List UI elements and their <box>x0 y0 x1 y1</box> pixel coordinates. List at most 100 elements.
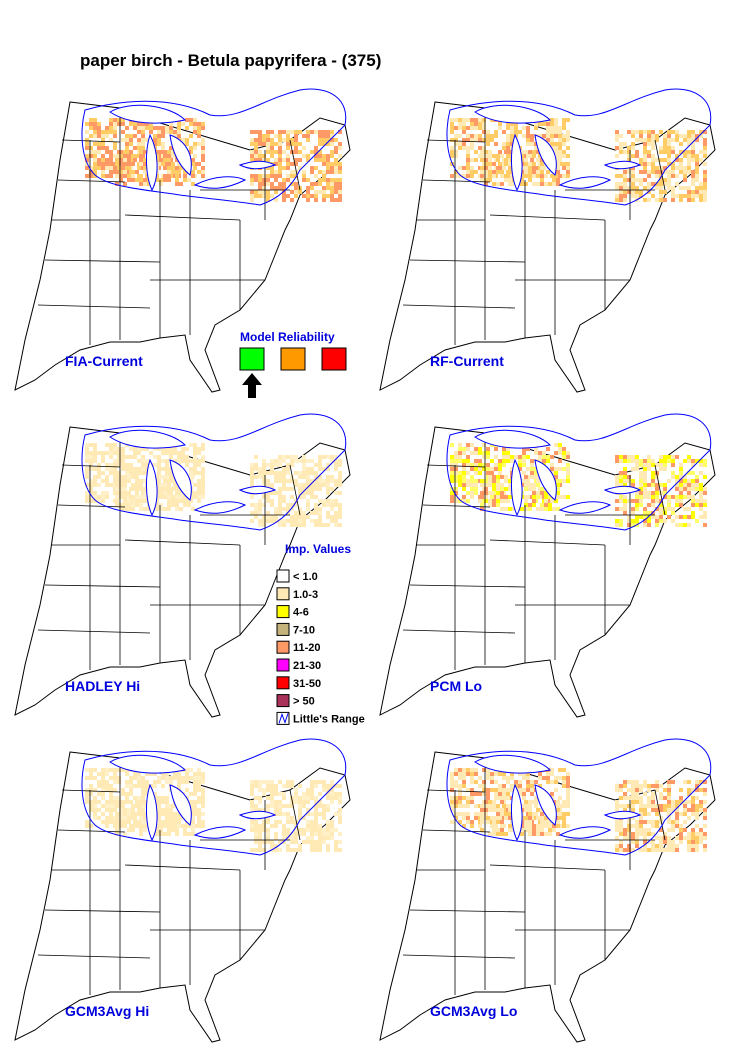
grid-cell <box>197 487 201 491</box>
grid-cell <box>540 832 544 836</box>
grid-cell <box>181 138 185 142</box>
grid-cell <box>85 499 89 503</box>
lake <box>558 501 612 514</box>
grid-cell <box>141 471 145 475</box>
grid-cell <box>536 808 540 812</box>
grid-cell <box>454 768 458 772</box>
grid-cell <box>306 487 310 491</box>
grid-cell <box>631 130 635 134</box>
grid-cell <box>450 154 454 158</box>
grid-cell <box>93 816 97 820</box>
grid-cell <box>482 443 486 447</box>
grid-cell <box>691 511 695 515</box>
grid-cell <box>109 158 113 162</box>
grid-cell <box>530 780 534 784</box>
grid-cell <box>518 784 522 788</box>
grid-cell <box>282 455 286 459</box>
grid-cell <box>294 848 298 852</box>
grid-cell <box>318 150 322 154</box>
grid-cell <box>470 467 474 471</box>
grid-cell <box>470 142 474 146</box>
grid-cell <box>149 126 153 130</box>
grid-cell <box>201 142 205 146</box>
grid-cell <box>532 170 536 174</box>
grid-cell <box>675 844 679 848</box>
grid-cell <box>105 820 109 824</box>
grid-cell <box>159 182 163 186</box>
grid-cell <box>302 487 306 491</box>
grid-cell <box>480 820 484 824</box>
grid-cell <box>282 519 286 523</box>
grid-cell <box>318 134 322 138</box>
grid-cell <box>562 467 566 471</box>
grid-cell <box>703 150 707 154</box>
grid-cell <box>191 828 195 832</box>
grid-cell <box>520 479 524 483</box>
grid-cell <box>157 796 161 800</box>
grid-cell <box>258 780 262 784</box>
imp-swatch <box>276 587 290 601</box>
grid-cell <box>494 772 498 776</box>
grid-cell <box>181 824 185 828</box>
grid-cell <box>298 515 302 519</box>
grid-cell <box>262 824 266 828</box>
grid-cell <box>671 459 675 463</box>
grid-cell <box>683 150 687 154</box>
grid-cell <box>119 808 123 812</box>
grid-cell <box>89 455 93 459</box>
grid-cell <box>655 186 659 190</box>
grid-cell <box>683 459 687 463</box>
grid-cell <box>687 459 691 463</box>
grid-cell <box>258 182 262 186</box>
grid-cell <box>157 447 161 451</box>
grid-cell <box>250 824 254 828</box>
grid-cell <box>496 820 500 824</box>
grid-cell <box>197 491 201 495</box>
grid-cell <box>191 170 195 174</box>
grid-cell <box>85 142 89 146</box>
grid-cell <box>125 467 129 471</box>
grid-cell <box>113 447 117 451</box>
grid-cell <box>141 808 145 812</box>
grid-cell <box>318 515 322 519</box>
grid-cell <box>508 828 512 832</box>
grid-cell <box>556 158 560 162</box>
grid-cell <box>326 784 330 788</box>
grid-cell <box>153 126 157 130</box>
grid-cell <box>302 832 306 836</box>
grid-cell <box>135 487 139 491</box>
grid-cell <box>127 828 131 832</box>
grid-cell <box>318 479 322 483</box>
grid-cell <box>137 804 141 808</box>
reliability-swatch <box>239 347 265 371</box>
grid-cell <box>121 130 125 134</box>
grid-cell <box>496 812 500 816</box>
grid-cell <box>282 836 286 840</box>
grid-cell <box>619 475 623 479</box>
grid-cell <box>639 796 643 800</box>
grid-cell <box>484 487 488 491</box>
grid-cell <box>639 463 643 467</box>
grid-cell <box>282 190 286 194</box>
grid-cell <box>318 190 322 194</box>
grid-cell <box>470 820 474 824</box>
panel-label: FIA-Current <box>65 353 143 369</box>
state-line <box>409 584 526 588</box>
grid-cell <box>97 130 101 134</box>
grid-cell <box>651 804 655 808</box>
grid-cell <box>145 447 149 451</box>
grid-cell <box>191 174 195 178</box>
grid-cell <box>615 808 619 812</box>
grid-cell <box>171 166 175 170</box>
grid-cell <box>671 507 675 511</box>
grid-cell <box>500 820 504 824</box>
grid-cell <box>310 130 314 134</box>
grid-cell <box>683 178 687 182</box>
grid-cell <box>113 126 117 130</box>
grid-cell <box>619 190 623 194</box>
grid-cell <box>639 138 643 142</box>
grid-cell <box>159 158 163 162</box>
grid-cell <box>518 780 522 784</box>
grid-cell <box>703 792 707 796</box>
grid-cell <box>258 784 262 788</box>
